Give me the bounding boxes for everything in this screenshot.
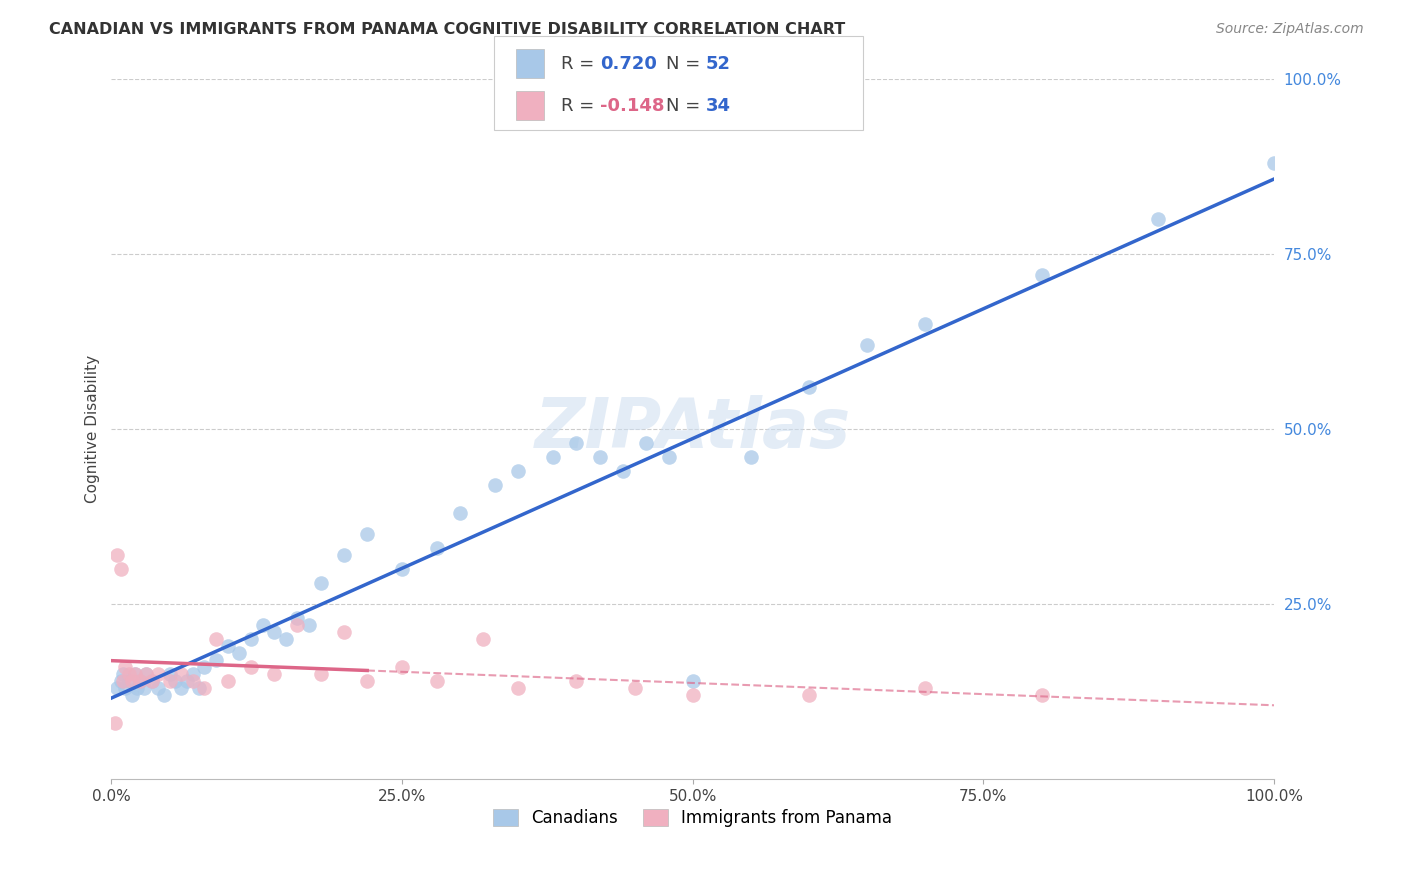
Point [129,673,152,688]
Point [426,541,449,555]
Point [309,667,332,681]
Point [508,464,530,478]
Point [508,681,530,695]
Point [356,527,378,541]
Point [740,450,762,464]
Point [263,667,285,681]
Point [159,673,181,688]
Point [217,673,239,688]
Point [333,624,356,639]
Point [114,660,136,674]
Point [426,673,449,688]
Point [193,660,215,674]
Point [124,667,146,681]
Point [217,639,239,653]
Y-axis label: Cognitive Disability: Cognitive Disability [86,355,100,503]
Point [612,464,634,478]
Point [914,681,936,695]
Point [565,673,588,688]
Text: N =: N = [666,96,706,115]
Point [165,673,187,688]
Point [187,681,209,695]
Point [589,450,612,464]
Point [391,562,413,576]
Point [797,688,820,702]
Point [682,688,704,702]
Text: 34: 34 [706,96,731,115]
Point [484,478,506,492]
Point [118,667,141,681]
Point [152,688,174,702]
Point [121,688,143,702]
Point [1146,211,1168,226]
Point [239,632,262,646]
Point [110,673,132,688]
Point [797,380,820,394]
Point [159,667,181,681]
Point [176,673,198,688]
Point [239,660,262,674]
Text: R =: R = [561,96,600,115]
Text: CANADIAN VS IMMIGRANTS FROM PANAMA COGNITIVE DISABILITY CORRELATION CHART: CANADIAN VS IMMIGRANTS FROM PANAMA COGNI… [49,22,845,37]
Point [170,681,193,695]
Point [135,667,157,681]
Text: Source: ZipAtlas.com: Source: ZipAtlas.com [1216,22,1364,37]
Point [333,548,356,562]
Point [181,667,204,681]
Point [132,681,155,695]
Legend: Canadians, Immigrants from Panama: Canadians, Immigrants from Panama [486,802,898,834]
Point [141,673,163,688]
Text: ZIPAtlas: ZIPAtlas [534,395,851,462]
Point [141,673,163,688]
Text: 0.720: 0.720 [600,54,657,73]
Text: N =: N = [666,54,706,73]
Point [623,681,645,695]
Point [298,618,321,632]
Point [228,646,250,660]
Point [146,667,169,681]
Point [565,436,588,450]
Point [309,576,332,591]
Point [129,673,152,688]
Point [146,681,169,695]
Point [472,632,495,646]
Point [636,436,658,450]
Point [914,317,936,331]
Point [112,667,135,681]
Point [105,681,128,695]
Point [170,667,193,681]
Text: -0.148: -0.148 [600,96,665,115]
Point [1031,688,1053,702]
Point [193,681,215,695]
Point [118,673,141,688]
Point [682,673,704,688]
Point [181,673,204,688]
Point [135,667,157,681]
Point [287,611,309,625]
Point [541,450,564,464]
Point [125,681,148,695]
Point [104,715,127,730]
Point [263,624,285,639]
Point [1031,268,1053,282]
Point [287,618,309,632]
Point [205,632,228,646]
Point [121,673,143,688]
Point [449,506,471,520]
Point [105,548,128,562]
Text: 52: 52 [706,54,731,73]
Text: R =: R = [561,54,600,73]
Point [856,338,879,352]
Point [1263,156,1285,170]
Point [356,673,378,688]
Point [252,618,274,632]
Point [658,450,681,464]
Point [110,562,132,576]
Point [124,667,146,681]
Point [205,653,228,667]
Point [391,660,413,674]
Point [274,632,297,646]
Point [112,673,135,688]
Point [114,681,136,695]
